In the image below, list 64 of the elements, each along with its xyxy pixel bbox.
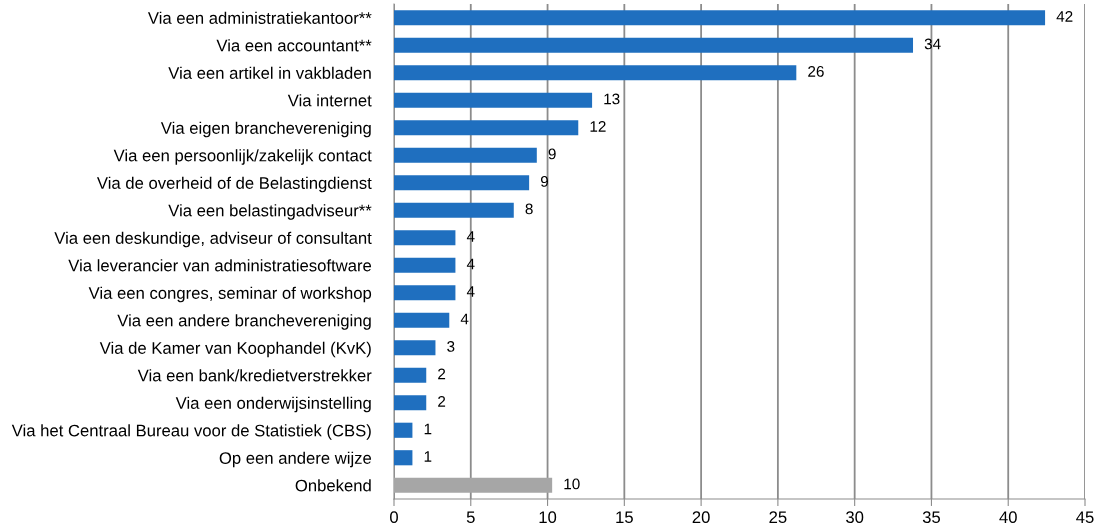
data-label: 13 — [604, 93, 620, 105]
y-tick-label: Via de overheid of de Belastingdienst — [96, 176, 372, 193]
bar — [394, 147, 537, 163]
y-tick-label: Via een belastingadviseur** — [168, 204, 372, 220]
y-tick-label: Via een accountant** — [216, 39, 372, 52]
data-label: 26 — [808, 66, 824, 77]
bar — [394, 10, 1046, 26]
bar — [394, 175, 530, 191]
y-tick-label: Via een andere branchevereniging — [117, 314, 371, 330]
x-tick-label: 40 — [999, 511, 1017, 524]
bar — [394, 422, 413, 438]
x-tick-label: 5 — [466, 511, 475, 524]
y-tick-label: Via eigen branchevereniging — [160, 121, 371, 138]
x-tick-label: 45 — [1076, 511, 1094, 524]
bar — [394, 92, 593, 108]
bar — [394, 37, 914, 53]
data-label: 4 — [466, 258, 475, 270]
bar — [394, 340, 436, 356]
y-tick-label: Via een artikel in vakbladen — [168, 66, 371, 79]
data-label: 34 — [924, 38, 941, 50]
data-label: 1 — [424, 451, 432, 462]
data-label: 9 — [540, 176, 549, 187]
bar — [394, 395, 427, 411]
data-label: 10 — [564, 478, 580, 490]
data-label: 2 — [438, 368, 446, 380]
x-tick-label: 15 — [616, 511, 633, 524]
x-tick-label: 0 — [390, 511, 398, 524]
data-label: 9 — [548, 148, 556, 160]
y-tick-label: Via een congres, seminar of workshop — [88, 286, 372, 303]
y-tick-label: Via een persoonlijk/zakelijk contact — [113, 149, 372, 165]
x-tick-label: 35 — [922, 511, 941, 524]
y-tick-label: Via een bank/kredietverstrekker — [137, 369, 372, 382]
y-tick-label: Via leverancier van administratiesoftware — [68, 259, 372, 272]
y-tick-label: Via een administratiekantoor** — [147, 11, 372, 24]
data-label: 8 — [525, 203, 533, 215]
y-tick-label: Via het Centraal Bureau voor de Statistiek (CBS) — [11, 424, 371, 440]
data-label: 4 — [466, 286, 475, 297]
bar — [394, 202, 514, 218]
bar — [394, 285, 456, 301]
y-tick-label: Onbekend — [295, 479, 371, 492]
x-tick-label: 25 — [769, 511, 787, 524]
bar — [394, 120, 579, 136]
data-label: 4 — [460, 313, 469, 325]
bar — [394, 257, 456, 273]
data-label: 4 — [466, 231, 475, 242]
y-tick-label: Op een andere wijze — [219, 451, 372, 468]
x-tick-label: 20 — [692, 511, 710, 524]
x-tick-label: 30 — [846, 511, 864, 524]
y-tick-label: Via de Kamer van Koophandel (KvK) — [99, 341, 371, 358]
bar — [394, 65, 797, 81]
data-label: 1 — [424, 423, 432, 435]
data-label: 3 — [447, 341, 455, 352]
bar — [394, 477, 553, 493]
y-tick-label: Via internet — [287, 94, 372, 107]
y-tick-label: Via een onderwijsinstelling — [175, 396, 371, 413]
x-tick-label: 10 — [539, 511, 557, 524]
bar — [394, 230, 456, 246]
bar — [394, 312, 450, 328]
y-tick-label: Via een deskundige, adviseur of consultant — [54, 231, 372, 248]
bar — [394, 367, 427, 383]
data-label: 12 — [590, 121, 606, 132]
bar — [394, 450, 413, 466]
data-label: 2 — [438, 396, 446, 407]
data-label: 42 — [1056, 11, 1073, 22]
